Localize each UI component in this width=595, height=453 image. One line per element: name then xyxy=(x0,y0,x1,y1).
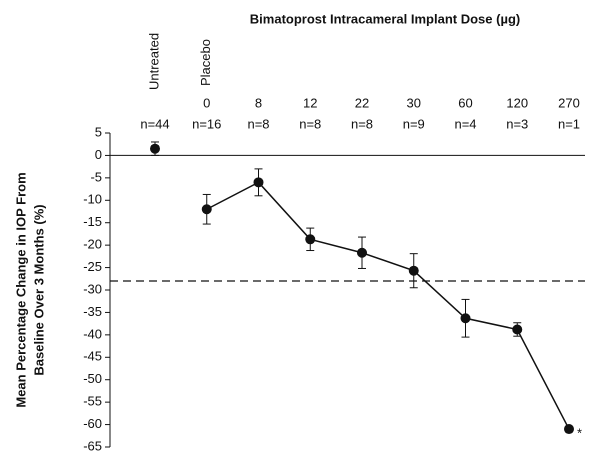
x-tick-label: 60 xyxy=(458,95,472,110)
y-tick-label: -5 xyxy=(90,169,102,184)
n-label: n=3 xyxy=(506,116,528,131)
y-tick-label: -40 xyxy=(83,326,102,341)
y-tick-label: 5 xyxy=(95,124,102,139)
y-tick-label: -30 xyxy=(83,281,102,296)
marker xyxy=(253,177,264,188)
y-tick-label: -65 xyxy=(83,438,102,453)
n-label: n=16 xyxy=(192,116,221,131)
marker xyxy=(512,324,523,335)
y-tick-label: -60 xyxy=(83,416,102,431)
group-label: Untreated xyxy=(146,33,161,90)
y-axis-label: Baseline Over 3 Months (%) xyxy=(31,204,46,375)
n-label: n=8 xyxy=(299,116,321,131)
x-tick-label: 120 xyxy=(506,95,528,110)
marker xyxy=(357,247,367,258)
y-tick-label: -25 xyxy=(83,259,102,274)
y-axis-label: Mean Percentage Change in IOP From xyxy=(13,172,28,407)
y-tick-label: 0 xyxy=(95,147,102,162)
chart-title: Bimatoprost Intracameral Implant Dose (µ… xyxy=(250,11,520,26)
x-tick-label: 30 xyxy=(407,95,421,110)
n-label: n=4 xyxy=(454,116,476,131)
y-tick-label: -35 xyxy=(83,304,102,319)
line xyxy=(206,181,570,430)
n-label: n=44 xyxy=(140,116,169,131)
y-tick-label: -15 xyxy=(83,214,102,229)
y-tick-label: -20 xyxy=(83,237,102,252)
x-tick-label: 22 xyxy=(355,95,369,110)
n-label: n=1 xyxy=(558,116,580,131)
y-tick-label: -50 xyxy=(83,371,102,386)
x-tick-label: 0 xyxy=(203,95,210,110)
n-label: n=9 xyxy=(403,116,425,131)
n-label: n=8 xyxy=(247,116,269,131)
y-tick-label: -45 xyxy=(83,349,102,364)
annotation: * xyxy=(577,425,582,440)
y-tick-label: -10 xyxy=(83,192,102,207)
x-tick-label: 270 xyxy=(558,95,580,110)
x-tick-label: 8 xyxy=(255,95,262,110)
x-tick-label: 12 xyxy=(303,95,317,110)
marker xyxy=(460,313,471,324)
marker xyxy=(564,424,574,435)
n-label: n=8 xyxy=(351,116,373,131)
marker xyxy=(201,204,212,215)
marker xyxy=(305,234,316,245)
marker xyxy=(408,265,419,276)
group-label: Placebo xyxy=(198,39,213,86)
marker xyxy=(150,143,160,154)
y-tick-label: -55 xyxy=(83,394,102,409)
